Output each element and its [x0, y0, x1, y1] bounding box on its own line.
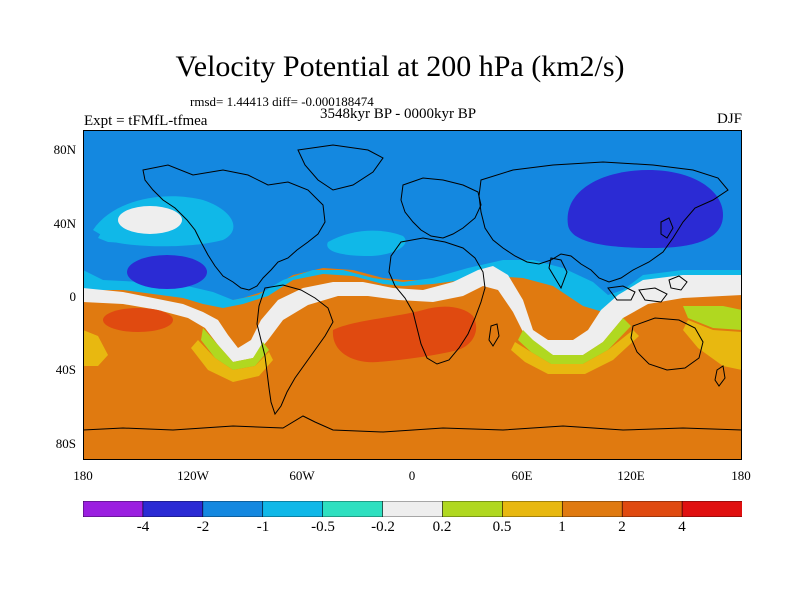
colorbar-swatch [142, 501, 204, 517]
velocity-potential-map [83, 130, 742, 460]
colorbar-label: -1 [256, 519, 270, 535]
rmsd-diff-stats: rmsd= 1.44413 diff= -0.000188474 [190, 94, 374, 109]
colorbar-swatch [382, 501, 444, 517]
field-cyan-band [83, 260, 742, 312]
coastlines [83, 144, 742, 433]
colorbar-swatch [83, 501, 144, 517]
experiment-label: Expt = tFMfL-tfmea [84, 113, 208, 129]
lon-label-0: 0 [408, 468, 416, 483]
coast-australia [630, 317, 704, 371]
colorbar-label: 0.5 [492, 519, 512, 535]
coast-antarctica [83, 415, 742, 433]
colorbar-label: -0.5 [311, 519, 335, 535]
lon-label-120w: 120W [177, 468, 209, 483]
coast-greenland [297, 144, 384, 191]
colorbar [83, 501, 742, 517]
lat-label-40s: 40S [55, 362, 76, 377]
chart-title: Velocity Potential at 200 hPa (km2/s) [175, 50, 625, 83]
field-green-fringe [83, 306, 742, 370]
coast-india [548, 257, 568, 290]
coast-north-america [142, 164, 326, 291]
colorbar-label: 4 [678, 519, 686, 535]
field-white-npacific [118, 206, 182, 234]
lon-label-180e: 180 [731, 468, 751, 483]
colorbar-swatch [202, 501, 264, 517]
coast-asia [478, 161, 729, 283]
colorbar-swatch [442, 501, 504, 517]
colorbar-label: 1 [558, 519, 566, 535]
field-darkblue-epacific [127, 255, 207, 289]
lat-label-80n: 80N [53, 142, 76, 157]
coast-new-zealand [714, 365, 726, 387]
field-white-band [83, 266, 742, 362]
coast-madagascar [488, 323, 500, 347]
field-redorange-spacific [103, 308, 173, 332]
lon-label-180w: 180 [73, 468, 93, 483]
field-darkblue-asia [567, 170, 723, 248]
colorbar-swatch [322, 501, 384, 517]
map-frame [83, 130, 742, 460]
colorbar-swatch [262, 501, 324, 517]
lat-label-80s: 80S [55, 436, 76, 451]
coast-japan [660, 217, 674, 239]
colorbar-label: -2 [196, 519, 210, 535]
field-lightblue-atlantic [327, 230, 406, 256]
lon-label-60e: 60E [511, 468, 533, 483]
coast-africa [388, 237, 486, 365]
season-label: DJF [716, 111, 742, 127]
colorbar-label: 2 [618, 519, 626, 535]
coast-se-asia-islands [607, 275, 688, 303]
time-period: 3548kyr BP - 0000kyr BP [320, 106, 477, 122]
coast-south-america [256, 284, 334, 416]
lon-label-120e: 120E [617, 468, 645, 483]
field-redorange-satlantic [332, 306, 477, 363]
colorbar-label: -0.2 [371, 519, 395, 535]
lon-label-60w: 60W [289, 468, 315, 483]
colorbar-swatch [561, 501, 623, 517]
colorbar-swatch [621, 501, 683, 517]
colorbar-swatch [681, 501, 742, 517]
colorbar-label: -4 [136, 519, 150, 535]
coast-europe [400, 177, 482, 239]
lat-label-0: 0 [69, 289, 77, 304]
colorbar-swatch [502, 501, 564, 517]
field-yellow-fringe [83, 320, 742, 382]
colorbar-label: 0.2 [432, 519, 452, 535]
lat-label-40n: 40N [53, 216, 76, 231]
